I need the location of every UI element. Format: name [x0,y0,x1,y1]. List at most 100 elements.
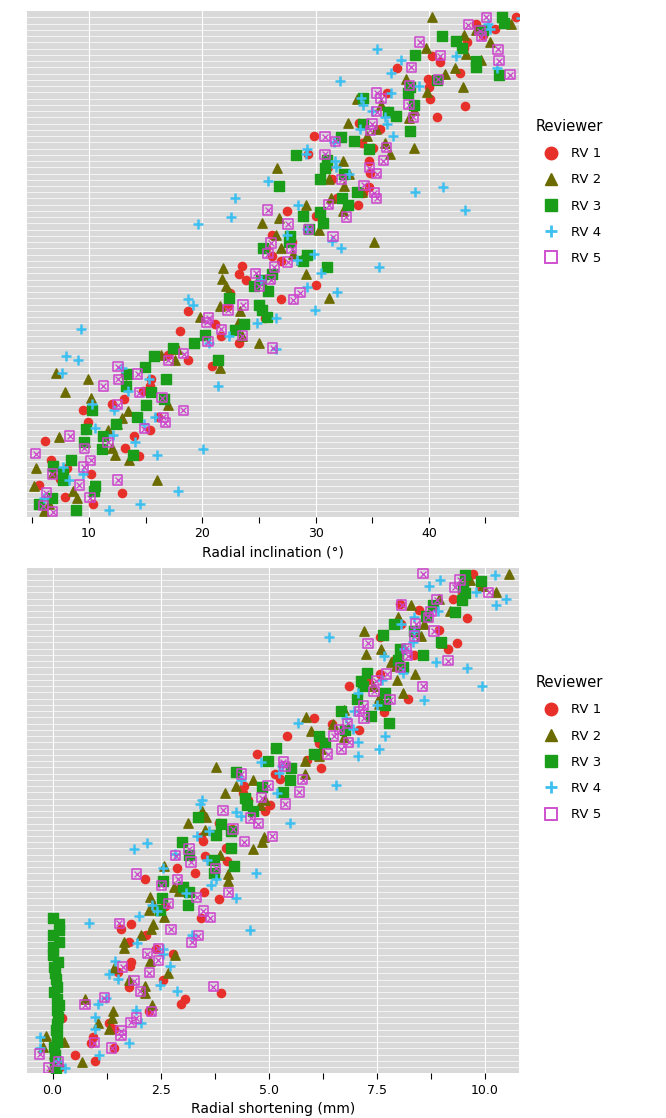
RV 3 [309,745,320,762]
RV 4 [205,877,216,894]
RV 4 [399,641,410,659]
RV 3 [89,483,99,501]
RV 2 [79,434,90,452]
RV 2 [506,16,517,34]
RV 4 [485,20,496,38]
RV 5 [278,754,289,771]
Point [254,277,264,295]
RV 2 [300,752,310,770]
RV 5 [117,958,128,976]
Point [126,1014,137,1032]
RV 4 [204,334,214,352]
RV 4 [73,351,83,369]
RV 3 [230,322,241,340]
RV 5 [396,596,407,614]
RV 4 [15,452,26,470]
RV 1 [190,864,200,882]
RV 1 [457,582,468,600]
RV 3 [158,872,168,890]
RV 5 [369,183,380,201]
RV 2 [83,370,94,388]
RV 2 [368,676,379,694]
RV 1 [240,271,251,288]
RV 5 [126,1014,137,1032]
RV 4 [328,133,339,151]
RV 2 [319,732,330,750]
Point [382,665,392,683]
RV 4 [158,945,168,963]
RV 3 [57,464,68,482]
Point [304,220,314,238]
RV 2 [408,101,419,119]
RV 1 [85,1034,96,1052]
RV 1 [86,465,97,483]
RV 4 [75,320,86,338]
RV 4 [396,51,406,69]
RV 2 [315,740,326,758]
Point [202,313,212,331]
RV 5 [47,503,58,521]
Point [113,358,123,376]
RV 3 [451,32,462,50]
RV 4 [358,96,368,114]
RV 2 [415,627,426,645]
RV 3 [211,826,222,844]
RV 2 [374,694,384,712]
Point [365,121,376,139]
RV 3 [51,1015,62,1033]
RV 1 [196,909,206,927]
RV 5 [262,201,273,219]
RV 5 [426,603,436,620]
RV 3 [87,401,98,419]
RV 5 [114,915,125,932]
Point [85,452,96,470]
RV 4 [57,458,68,476]
RV 4 [492,59,502,77]
RV 1 [455,64,466,82]
Point [89,1034,99,1052]
Legend: RV 1, RV 2, RV 3, RV 4, RV 5: RV 1, RV 2, RV 3, RV 4, RV 5 [536,675,603,822]
RV 3 [229,858,240,875]
RV 3 [314,727,325,745]
RV 5 [372,103,382,121]
RV 3 [304,220,314,238]
RV 1 [169,339,180,357]
RV 4 [277,757,288,775]
RV 4 [187,927,198,945]
RV 2 [148,915,159,932]
RV 5 [354,703,365,721]
Point [378,152,388,170]
RV 1 [452,634,462,652]
RV 4 [149,408,160,426]
RV 2 [471,21,482,39]
RV 3 [460,584,470,601]
RV 1 [392,59,402,77]
RV 5 [414,32,425,50]
RV 4 [251,864,262,882]
Point [463,16,474,34]
RV 2 [215,296,226,314]
RV 5 [166,920,176,938]
RV 1 [266,226,277,244]
RV 1 [423,77,434,95]
Point [131,865,142,883]
RV 3 [285,771,296,789]
RV 2 [476,51,486,69]
RV 1 [468,565,479,582]
RV 5 [363,634,374,652]
RV 1 [311,207,322,225]
RV 3 [178,878,188,896]
Point [116,1022,127,1040]
RV 5 [116,1026,127,1044]
RV 4 [104,965,115,983]
RV 1 [282,727,292,745]
RV 3 [50,1052,61,1070]
RV 1 [394,595,405,613]
RV 1 [409,646,420,664]
Point [256,788,267,806]
RV 4 [192,215,203,233]
RV 5 [395,659,406,676]
Point [205,909,216,927]
RV 2 [254,796,265,814]
RV 1 [61,459,72,477]
